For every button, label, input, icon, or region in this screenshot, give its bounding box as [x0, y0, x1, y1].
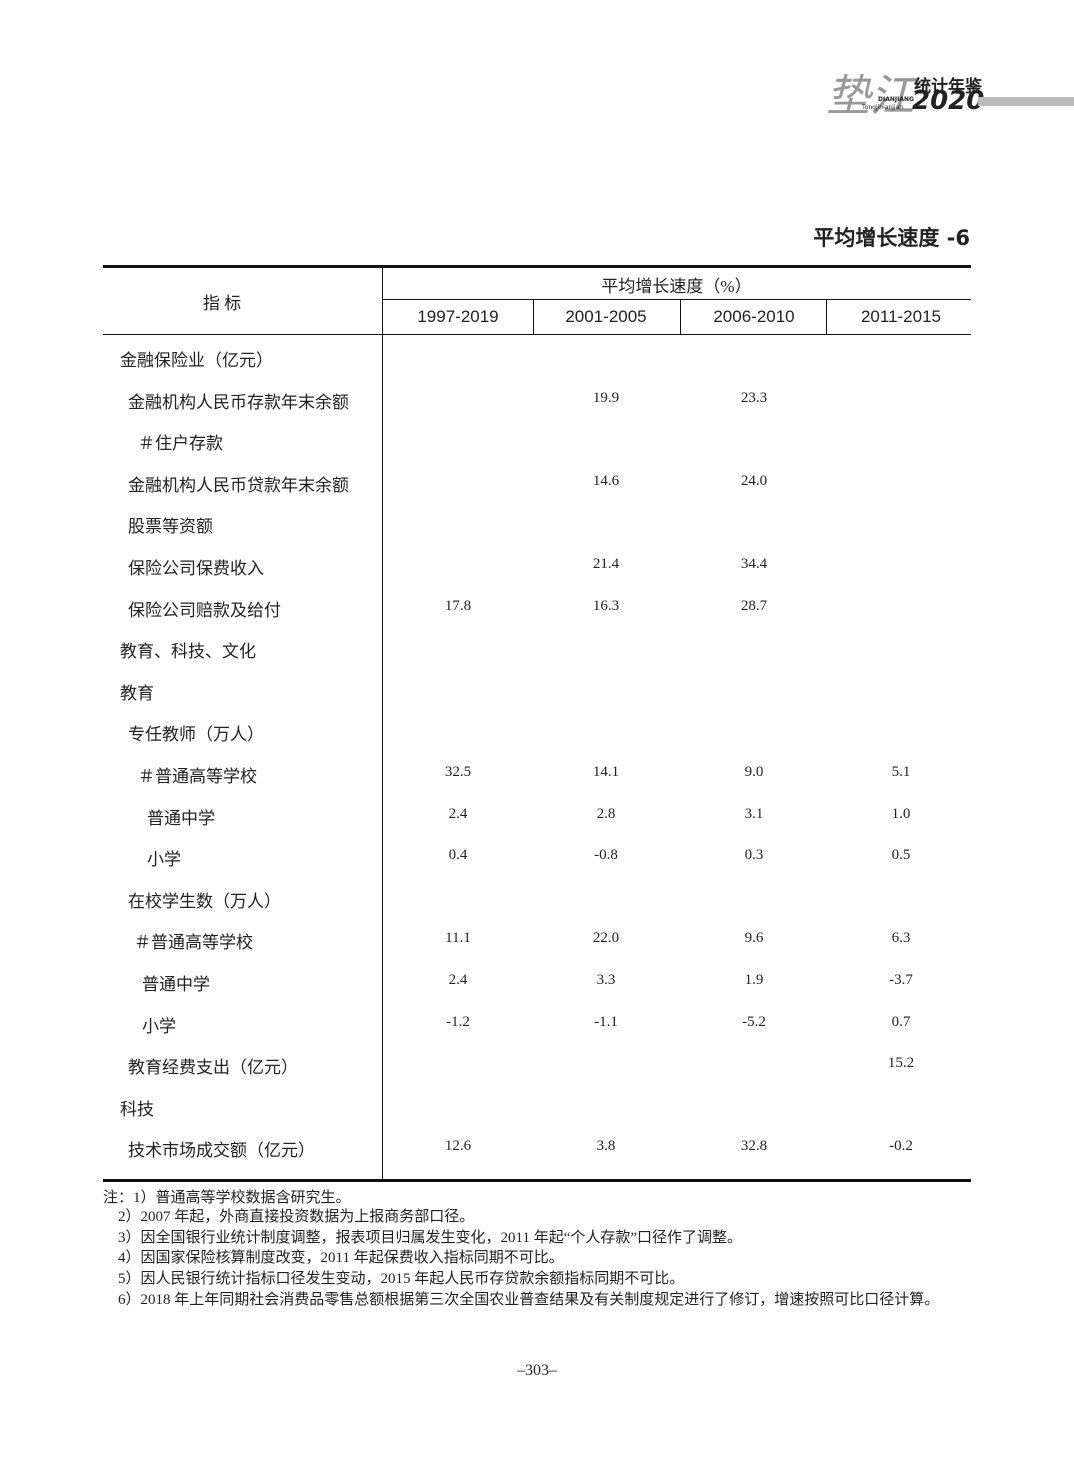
table-cell: -3.7	[889, 972, 913, 988]
table-cell: 14.6	[592, 472, 620, 489]
stub-divider	[382, 266, 383, 1180]
stub-header: 指 标	[202, 294, 242, 313]
row-label: 教育	[120, 683, 154, 703]
table-cell: 0.3	[744, 847, 764, 864]
row-label: ＃普通高等学校	[138, 767, 257, 786]
footnote: 4）因国家保险核算制度改变，2011 年起保费收入指标同期不可比。	[118, 1250, 564, 1266]
table-cell: 6.3	[891, 930, 911, 947]
table-top-rule	[103, 265, 971, 268]
table-cell: 23.3	[740, 389, 768, 406]
table-cell: 9.0	[744, 764, 764, 780]
row-label: 教育、科技、文化	[120, 642, 256, 662]
table-cell: 19.9	[592, 389, 620, 406]
row-label: 金融机构人民币存款年末余额	[128, 392, 349, 412]
column-header: 2006-2010	[713, 307, 795, 326]
row-label: 普通中学	[142, 975, 210, 994]
header-rule	[382, 299, 971, 300]
logo-pinyin: Tongjinianjian	[862, 104, 904, 111]
row-label: 保险公司赔款及给付	[128, 600, 281, 620]
table-cell: 5.1	[891, 764, 911, 780]
row-label: 小学	[147, 850, 181, 870]
column-header: 2011-2015	[860, 307, 942, 326]
row-label: 保险公司保费收入	[128, 559, 264, 578]
row-label: 小学	[142, 1016, 176, 1036]
footnote: 3）因全国银行业统计制度调整，报表项目归属发生变化，2011 年起“个人存款”口…	[118, 1230, 743, 1246]
table-cell: -5.2	[742, 1013, 766, 1030]
page-number: –303–	[517, 1362, 557, 1379]
table-cell: 1.0	[891, 805, 911, 822]
table-cell: 32.5	[444, 764, 472, 780]
row-label: 专任教师（万人）	[128, 725, 264, 745]
table-cell: 24.0	[740, 472, 768, 489]
table-cell: 0.5	[891, 847, 911, 864]
table-cell: 2.8	[596, 805, 616, 822]
column-divider	[680, 299, 681, 334]
table-cell: 16.3	[592, 597, 620, 614]
table-cell: 15.2	[887, 1055, 915, 1072]
table-cell: 32.8	[740, 1138, 768, 1155]
column-divider	[826, 299, 827, 334]
footnote: 6）2018 年上年同期社会消费品零售总额根据第三次全国农业普查结果及有关制度规…	[118, 1292, 940, 1308]
table-cell: 22.0	[592, 930, 620, 947]
row-label: 金融机构人民币贷款年末余额	[128, 475, 349, 495]
row-label: ＃普通高等学校	[134, 933, 253, 953]
column-divider	[533, 299, 534, 334]
table-cell: 28.7	[740, 597, 768, 614]
row-label: 金融保险业（亿元）	[120, 351, 273, 370]
table-cell: -1.1	[594, 1013, 618, 1030]
footnote: 2）2007 年起，外商直接投资数据为上报商务部口径。	[118, 1209, 475, 1225]
row-label: ＃住户存款	[138, 434, 223, 454]
table-cell: 0.7	[891, 1013, 911, 1030]
table-cell: 3.3	[596, 972, 616, 988]
table-title: 平均增长速度 -6	[813, 226, 970, 250]
table-cell: 9.6	[744, 930, 764, 947]
column-header: 2001-2005	[565, 307, 647, 326]
logo-title: 统计年鉴	[914, 77, 982, 97]
column-header: 1997-2019	[417, 307, 499, 326]
footnote: 5）因人民银行统计指标口径发生变动，2015 年起人民币存贷款余额指标同期不可比…	[118, 1271, 685, 1287]
row-label: 教育经费支出（亿元）	[128, 1058, 298, 1078]
table-cell: 21.4	[592, 556, 620, 572]
table-cell: 2.4	[448, 972, 468, 988]
table-cell: 3.1	[744, 805, 764, 822]
table-cell: -0.2	[889, 1138, 913, 1155]
table-cell: 1.9	[744, 972, 764, 988]
group-header: 平均增长速度（%）	[601, 277, 752, 296]
table-cell: -1.2	[446, 1013, 470, 1030]
table-cell: 12.6	[444, 1138, 472, 1155]
table-cell: 34.4	[740, 556, 768, 572]
table-cell: 11.1	[445, 930, 471, 947]
table-cell: 14.1	[592, 764, 620, 780]
table-bottom-rule	[103, 1179, 971, 1182]
table-cell: 0.4	[448, 847, 468, 864]
logo-calligraphy: 垫江	[826, 71, 914, 122]
row-label: 普通中学	[147, 808, 215, 828]
table-cell: 3.8	[596, 1138, 616, 1155]
header-bottom-rule	[103, 334, 971, 335]
row-label: 股票等资额	[128, 517, 213, 537]
table-cell: 17.8	[444, 597, 472, 614]
row-label: 技术市场成交额（亿元）	[128, 1141, 315, 1161]
logo-pinyin: DIANJIANG	[878, 96, 914, 103]
footnote: 注：1）普通高等学校数据含研究生。	[103, 1190, 351, 1206]
table-cell: -0.8	[594, 847, 618, 864]
row-label: 科技	[120, 1099, 154, 1119]
table-cell: 2.4	[448, 805, 468, 822]
logo-bar	[978, 97, 1074, 106]
logo-year: 2020	[912, 86, 985, 116]
row-label: 在校学生数（万人）	[128, 891, 281, 911]
